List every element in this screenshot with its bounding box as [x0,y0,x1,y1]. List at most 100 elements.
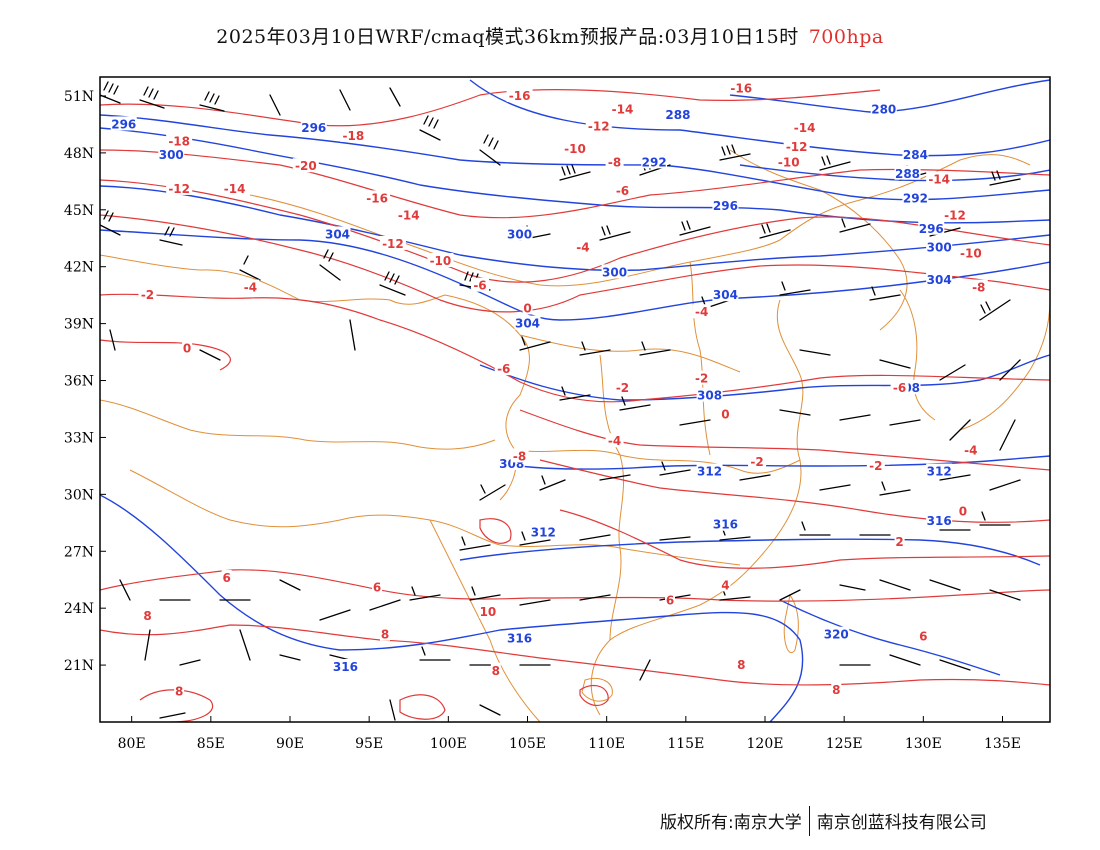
t-contour-13 [399,694,446,720]
wind-barb [659,536,691,541]
temperature-label-bg [728,80,755,95]
wind-barb [839,218,871,233]
wind-barb [619,396,651,411]
geopotential-label-bg [712,198,739,212]
lon-tick-label: 125E [826,736,863,752]
geopotential-label-bg [712,287,739,302]
temperature-label-bg [166,180,193,195]
temperature-label: -14 [398,208,420,222]
geopotential-label: 316 [713,518,738,532]
contour-300 [100,185,1050,272]
temperature-label-bg [506,87,533,102]
latitude-axis: 51N 48N 45N 42N 39N 36N 33N 30N 27N 24N 21N [64,89,106,674]
lat-tick-label: 24N [64,601,94,617]
temperature-label-bg [241,279,260,294]
temperature-label-bg [775,154,802,169]
northeast-boundary-2 [729,149,908,331]
temperature-label: 0 [183,341,191,355]
wind-barb [479,484,506,501]
wind-barb [479,704,501,716]
lat-tick-label: 21N [64,658,94,674]
temperature-label-bg [427,253,454,268]
wind-barb [159,712,186,719]
temperature-label-bg [605,433,624,448]
geopotential-label: 292 [903,191,928,205]
lon-tick-label: 105E [509,736,546,752]
chart-title-main: 2025年03月10日WRF/cmaq模式36km预报产品:03月10日15时 [216,26,799,48]
contour-296 [100,127,1050,224]
lon-tick-label: 130E [905,736,942,752]
china-west-boundary [100,254,530,501]
geopotential-label: 284 [903,148,928,162]
southeast-asia-boundary [429,519,541,722]
tibet-boundary [100,399,496,450]
wind-barb [100,210,121,236]
wind-barb [199,91,225,112]
temperature-label: -16 [366,191,388,205]
temperature-label-bg [957,503,968,518]
temperature-label-bg [573,239,592,254]
temperature-label: -2 [869,459,882,473]
taiwan-coast [783,593,799,653]
wind-barb [199,349,221,361]
geopotential-label: 308 [697,389,722,403]
wind-barb [469,586,501,601]
temperature-label: 0 [721,408,729,422]
temperature-label: -6 [616,184,629,198]
temperature-label: -12 [944,208,966,222]
contour-284 [469,79,1050,157]
geopotential-label: 316 [927,514,952,528]
geopotential-label: 304 [927,273,952,287]
wind-barb [599,474,631,481]
lat-tick-label: 39N [64,317,94,333]
wind-barb [519,531,551,546]
temperature-label: -14 [224,182,246,196]
wind-barb [519,336,551,351]
temperature-label-bg [174,683,185,698]
temperature-label-bg [866,457,885,472]
wind-barb [639,341,671,356]
t-contour-2 [100,149,1050,219]
wind-barb [239,255,261,281]
geopotential-label: 288 [665,108,690,122]
wind-barb [879,579,911,591]
temperature-label: 6 [222,571,230,585]
wind-barb [889,419,921,426]
lat-tick-label: 30N [64,487,94,503]
temperature-label: -10 [960,246,982,260]
temperature-label: 10 [480,605,497,619]
wind-barb [869,286,901,301]
lat-tick-label: 45N [64,203,94,219]
lon-tick-label: 115E [667,736,704,752]
contour-316-east [459,538,1041,566]
wind-barb [109,329,116,351]
wind-barb [979,511,1011,526]
temperature-label: -4 [576,241,589,255]
japan-coast [959,299,1050,431]
lon-tick-label: 135E [984,736,1021,752]
temperature-label-bg [372,579,383,594]
t-contour-14 [479,518,512,544]
temperature-label-bg [142,607,153,622]
temperature-label-bg [957,245,984,260]
t-contour-1 [100,88,881,127]
wind-barb [659,461,691,476]
geopotential-label: 296 [919,222,944,236]
footer-copyright: 版权所有:南京大学 [660,813,802,833]
t-contour-12 [139,689,214,722]
wind-barb [949,419,971,441]
temperature-label-bg [748,454,767,469]
wind-barb [319,609,351,621]
wind-barb [639,659,651,681]
temperature-label: -2 [141,288,154,302]
temperature-label-bg [894,533,905,548]
himalaya-boundary [129,469,501,546]
wind-barb [100,81,121,104]
lon-tick-label: 110E [588,736,625,752]
temperature-label: 8 [832,683,840,697]
geopotential-label: 320 [824,628,849,642]
temperature-label-bg [791,120,818,135]
wind-barb [889,654,921,666]
